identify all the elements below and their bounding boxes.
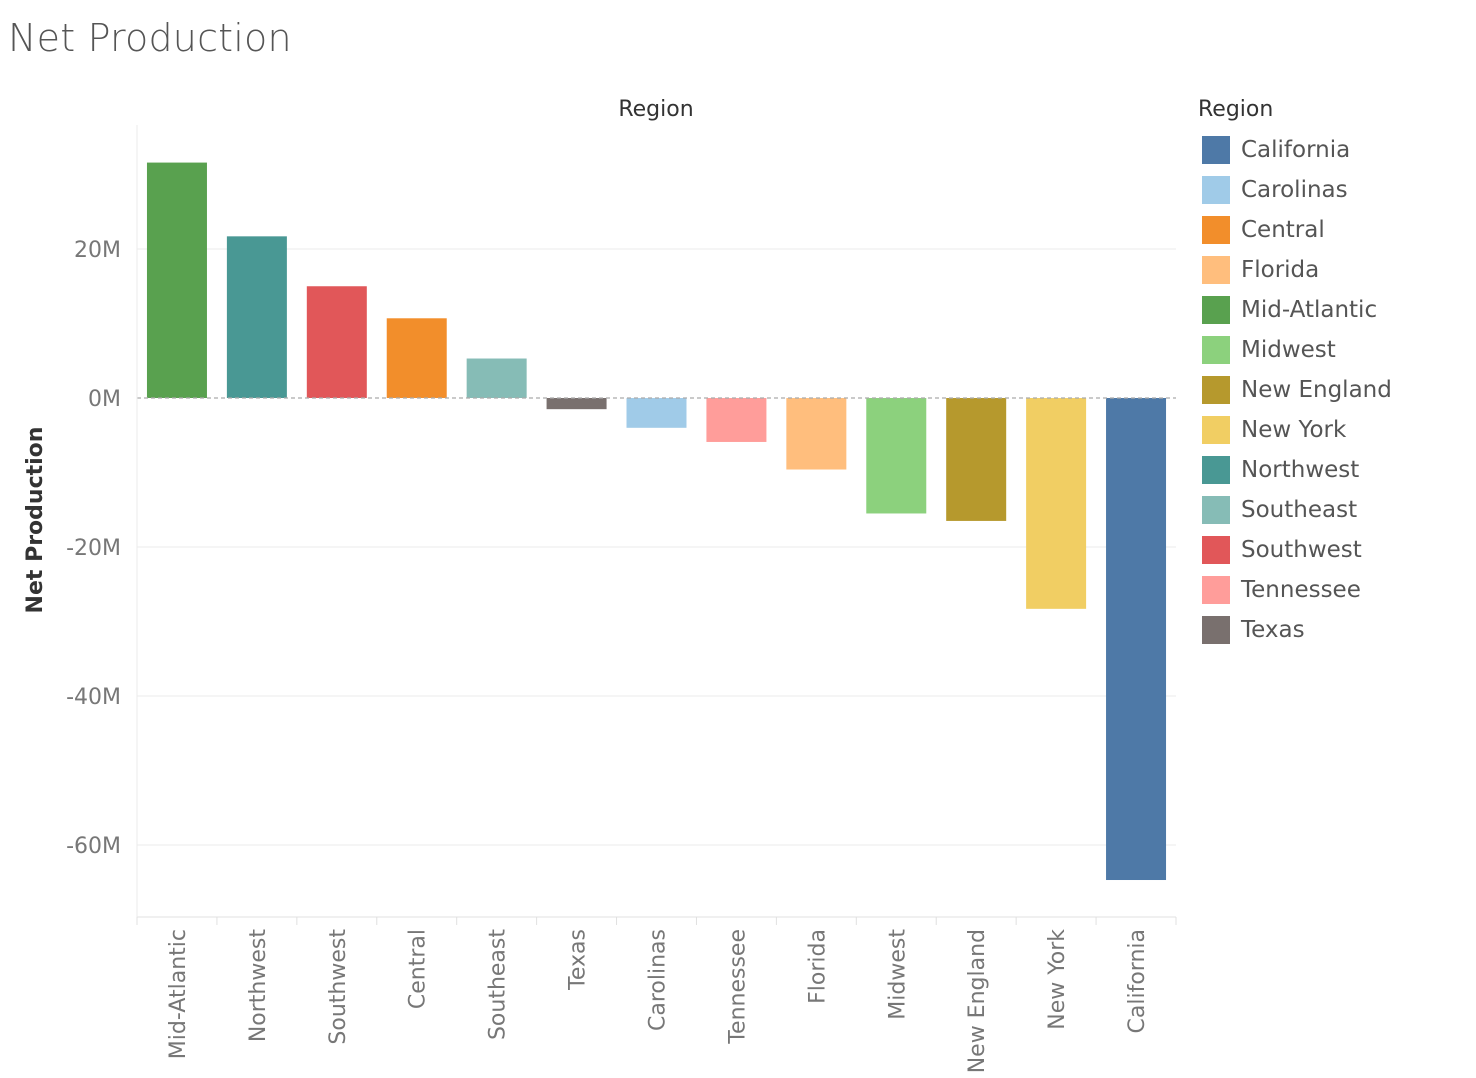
bars: [146, 162, 1167, 881]
legend-swatch: [1202, 136, 1230, 164]
bar-new-england[interactable]: [946, 398, 1007, 521]
bar-northwest[interactable]: [226, 236, 287, 398]
legend-item[interactable]: Northwest: [1198, 450, 1468, 490]
legend-items: California Carolinas Central Florida Mid-Atl…: [1198, 130, 1468, 650]
legend-item[interactable]: Florida: [1198, 250, 1468, 290]
legend-item[interactable]: California: [1198, 130, 1468, 170]
bar-southeast[interactable]: [466, 358, 527, 398]
legend-item[interactable]: Midwest: [1198, 330, 1468, 370]
bar-mid-atlantic[interactable]: [146, 162, 207, 398]
bar-new-york[interactable]: [1026, 398, 1087, 609]
x-tick-label: Carolinas: [646, 929, 671, 1031]
legend-title: Region: [1198, 97, 1274, 122]
legend-swatch: [1202, 336, 1230, 364]
legend-swatch: [1202, 176, 1230, 204]
legend: Region California Carolinas Central Florida…: [1198, 95, 1468, 650]
legend-swatch: [1202, 496, 1230, 524]
legend-item[interactable]: Southeast: [1198, 490, 1468, 530]
y-tick-label: 20M: [74, 238, 121, 263]
y-tick-labels: 20M 0M -20M -40M -60M: [66, 238, 121, 859]
legend-item[interactable]: Central: [1198, 210, 1468, 250]
legend-swatch: [1202, 576, 1230, 604]
x-tick-label: Florida: [805, 929, 830, 1004]
legend-item[interactable]: New York: [1198, 410, 1468, 450]
legend-label: Southwest: [1241, 537, 1362, 563]
bar-texas[interactable]: [546, 398, 607, 410]
x-tick-label: Southwest: [326, 929, 351, 1045]
x-tick-label: Central: [406, 929, 431, 1009]
legend-label: New York: [1241, 417, 1347, 443]
bar-florida[interactable]: [786, 398, 847, 470]
y-tick-label: -40M: [66, 685, 121, 710]
legend-swatch: [1202, 616, 1230, 644]
legend-item[interactable]: Tennessee: [1198, 570, 1468, 610]
x-tick-label: Midwest: [885, 929, 910, 1020]
bar-tennessee[interactable]: [706, 398, 767, 442]
y-tick-label: -60M: [66, 834, 121, 859]
legend-swatch: [1202, 456, 1230, 484]
legend-label: Mid-Atlantic: [1241, 297, 1378, 323]
bar-carolinas[interactable]: [626, 398, 687, 428]
bar-midwest[interactable]: [866, 398, 927, 514]
legend-swatch: [1202, 376, 1230, 404]
legend-swatch: [1202, 216, 1230, 244]
legend-label: New England: [1241, 377, 1392, 403]
legend-swatch: [1202, 536, 1230, 564]
x-tick-label: Tennessee: [725, 929, 750, 1045]
x-tick-label: New York: [1045, 929, 1070, 1030]
legend-label: Carolinas: [1241, 177, 1348, 203]
legend-label: Southeast: [1241, 497, 1358, 523]
x-tick-label: Northwest: [246, 929, 271, 1043]
x-tick-label: Mid-Atlantic: [166, 929, 191, 1059]
x-tick-label: New England: [965, 929, 990, 1073]
y-tick-label: 0M: [88, 387, 121, 412]
legend-swatch: [1202, 416, 1230, 444]
legend-swatch: [1202, 256, 1230, 284]
x-axis-title: Region: [618, 97, 693, 122]
x-tick-labels: Mid-Atlantic Northwest Southwest Central Sou…: [166, 929, 1150, 1074]
legend-label: Tennessee: [1241, 577, 1361, 603]
legend-item[interactable]: Carolinas: [1198, 170, 1468, 210]
legend-label: Texas: [1241, 617, 1305, 643]
legend-item[interactable]: Texas: [1198, 610, 1468, 650]
axes: [136, 125, 1177, 925]
x-tick-label: Texas: [566, 929, 591, 991]
legend-item[interactable]: Mid-Atlantic: [1198, 290, 1468, 330]
legend-item[interactable]: Southwest: [1198, 530, 1468, 570]
bar-california[interactable]: [1106, 398, 1167, 881]
legend-label: Midwest: [1241, 337, 1336, 363]
legend-item[interactable]: New England: [1198, 370, 1468, 410]
bar-central[interactable]: [386, 318, 447, 398]
y-tick-label: -20M: [66, 536, 121, 561]
chart-title: Net Production: [8, 16, 292, 60]
bar-southwest[interactable]: [306, 286, 367, 398]
x-tick-label: Southeast: [486, 929, 511, 1040]
gridlines: [137, 248, 1176, 846]
y-axis-title: Net Production: [23, 427, 48, 614]
legend-label: Central: [1241, 217, 1325, 243]
bar-chart: 20M 0M -20M -40M -60M Mid-Atlantic Northwest S…: [23, 97, 1177, 1074]
x-tick-label: California: [1125, 929, 1150, 1033]
legend-swatch: [1202, 296, 1230, 324]
legend-label: California: [1241, 137, 1351, 163]
legend-label: Florida: [1241, 257, 1320, 283]
legend-label: Northwest: [1241, 457, 1360, 483]
